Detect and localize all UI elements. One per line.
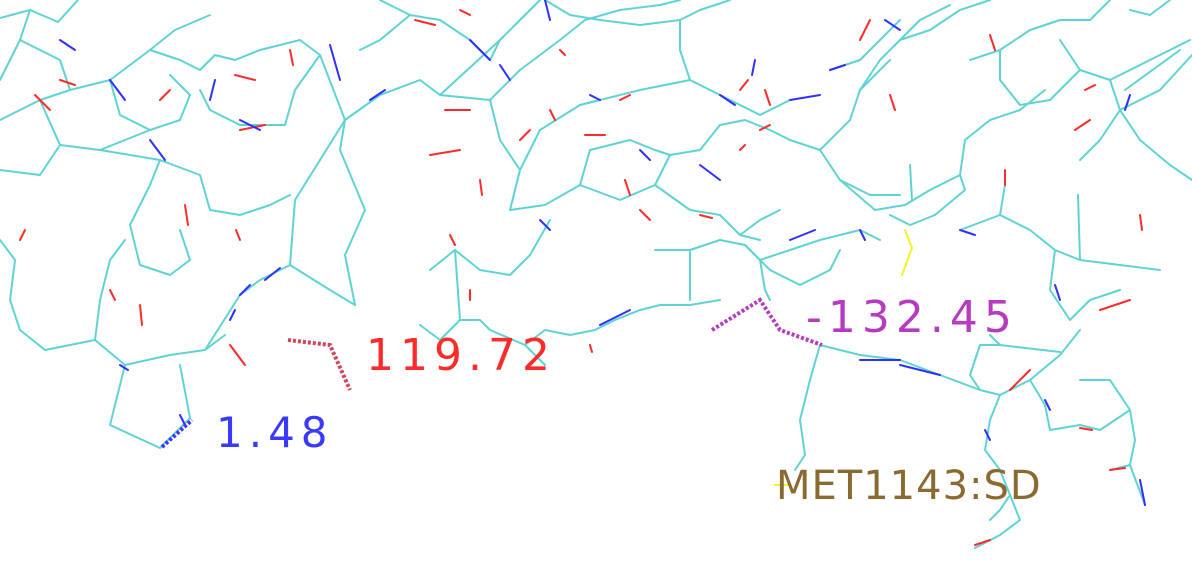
sulfur-bonds bbox=[774, 229, 914, 486]
residue-label: MET1143:SD bbox=[776, 463, 1042, 509]
nitrogen-bonds bbox=[59, 0, 1146, 506]
angle-label: 119.72 bbox=[366, 330, 556, 381]
oxygen-bonds bbox=[19, 9, 1143, 546]
distance-marker bbox=[160, 418, 194, 449]
angle-marker bbox=[287, 338, 352, 391]
distance-label: 1.48 bbox=[216, 408, 334, 457]
measurement-markers bbox=[160, 297, 823, 449]
dihedral-label: -132.45 bbox=[806, 292, 1018, 343]
